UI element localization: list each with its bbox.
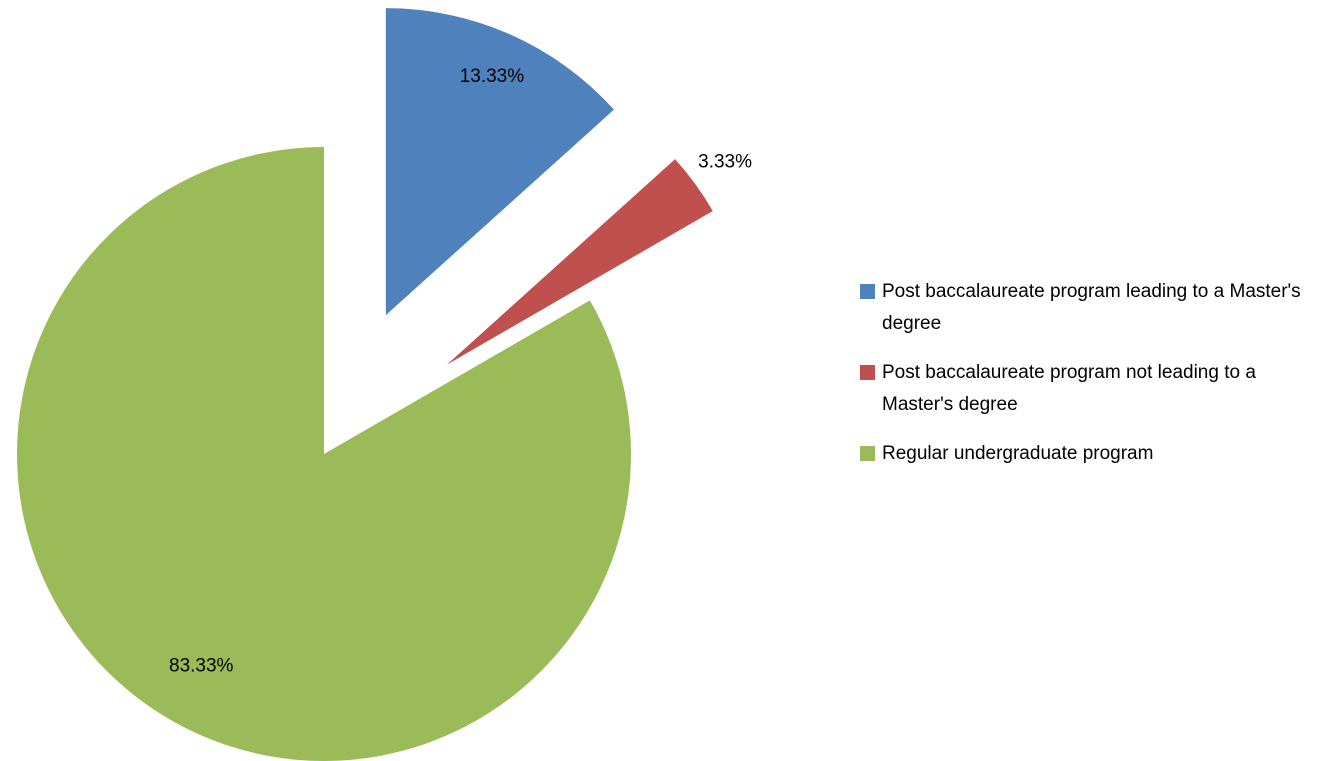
legend-item: Regular undergraduate program <box>860 438 1320 470</box>
legend: Post baccalaureate program leading to a … <box>860 276 1320 487</box>
legend-item: Post baccalaureate program not leading t… <box>860 357 1320 421</box>
data-label: 13.33% <box>460 66 525 87</box>
data-label: 3.33% <box>698 151 752 172</box>
data-label: 83.33% <box>169 656 234 677</box>
legend-swatch <box>860 365 875 380</box>
legend-swatch <box>860 446 875 461</box>
pie-slice <box>17 147 631 761</box>
legend-label: Post baccalaureate program not leading t… <box>882 362 1256 415</box>
legend-label: Post baccalaureate program leading to a … <box>882 281 1301 334</box>
legend-item: Post baccalaureate program leading to a … <box>860 276 1320 340</box>
legend-label: Regular undergraduate program <box>882 443 1154 464</box>
pie-slice <box>446 159 713 365</box>
pie-slice <box>385 8 614 316</box>
legend-swatch <box>860 284 875 299</box>
